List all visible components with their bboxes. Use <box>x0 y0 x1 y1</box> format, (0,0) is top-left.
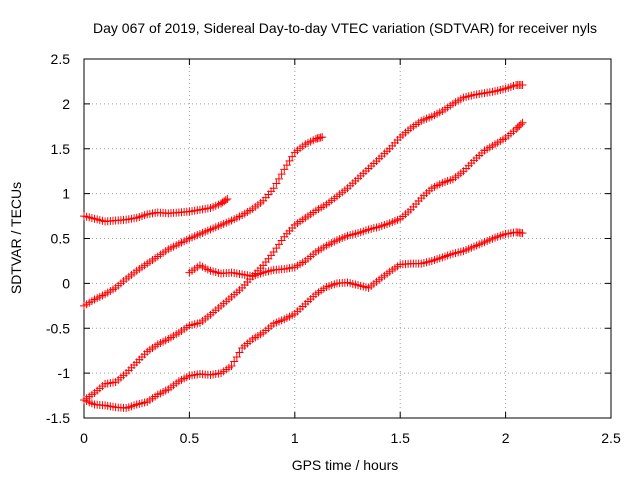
data-point-marker <box>282 161 291 170</box>
y-tick-label: -1.5 <box>46 410 70 426</box>
y-tick-label: 1.5 <box>51 141 71 157</box>
data-series <box>80 133 327 310</box>
y-tick-label: -1 <box>58 365 71 381</box>
data-point-marker <box>518 229 527 238</box>
data-point-marker <box>230 357 239 366</box>
x-tick-label: 0.5 <box>180 430 200 446</box>
y-tick-label: 0.5 <box>51 231 71 247</box>
data-point-marker <box>280 165 289 174</box>
y-axis-label: SDTVAR / TECUs <box>8 182 24 294</box>
data-point-marker <box>518 81 527 90</box>
x-tick-label: 1 <box>291 430 299 446</box>
data-point-marker <box>288 152 297 161</box>
data-point-marker <box>518 118 527 127</box>
data-point-marker <box>227 361 236 370</box>
data-point-marker <box>318 133 327 142</box>
data-point-marker <box>223 195 232 204</box>
data-point-marker <box>232 352 241 361</box>
x-tick-label: 1.5 <box>390 430 410 446</box>
data-point-marker <box>235 348 244 357</box>
y-tick-label: 1 <box>62 186 70 202</box>
x-axis-label: GPS time / hours <box>292 457 399 473</box>
x-tick-label: 2 <box>502 430 510 446</box>
x-tick-label: 0 <box>80 430 88 446</box>
axis-ticks: 0 0.5 1 1.5 2 2.5 -1.5 -1 -0.5 0 0.5 1 1.5 2 2.5 <box>46 51 621 446</box>
data-marks <box>80 81 527 413</box>
y-tick-label: -0.5 <box>46 320 70 336</box>
data-point-marker <box>277 170 286 179</box>
data-point-marker <box>274 174 283 183</box>
y-tick-label: 2.5 <box>51 51 71 67</box>
x-tick-label: 2.5 <box>601 430 621 446</box>
data-series <box>80 195 232 226</box>
data-point-marker <box>285 156 294 165</box>
data-point-marker <box>516 120 525 129</box>
y-tick-label: 2 <box>62 96 70 112</box>
chart-title: Day 067 of 2019, Sidereal Day-to-day VTE… <box>93 20 597 36</box>
data-point-marker <box>221 196 230 205</box>
data-series <box>80 228 527 413</box>
data-series <box>80 81 527 405</box>
data-point-marker <box>272 179 281 188</box>
data-series <box>185 118 527 281</box>
y-tick-label: 0 <box>62 275 70 291</box>
data-point-marker <box>269 184 278 193</box>
